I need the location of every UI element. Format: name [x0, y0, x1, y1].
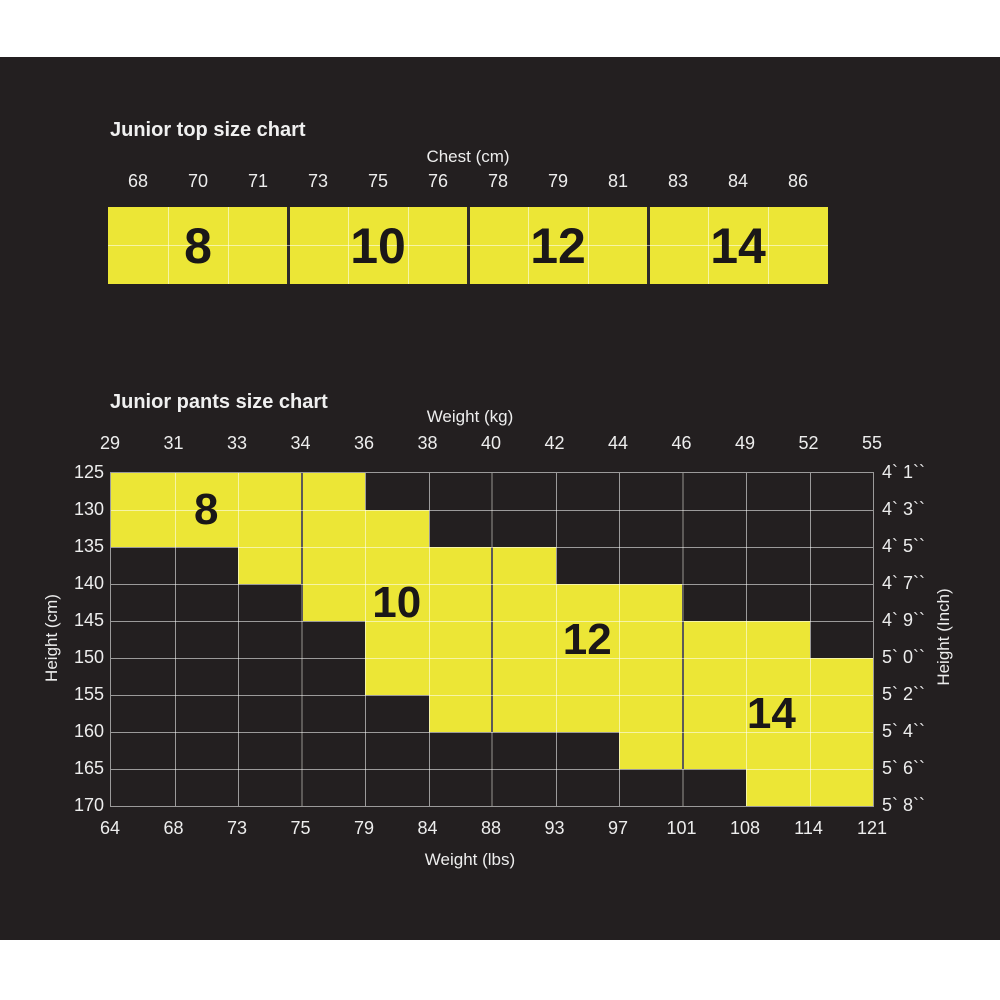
pants-size-number: 12 [527, 612, 647, 668]
height-cm-tick-label: 165 [58, 758, 104, 779]
grid-hline [111, 547, 873, 548]
height-cm-tick-column: 125130135140145150155160165170 [58, 472, 104, 805]
weight-lbs-tick-label: 114 [779, 818, 839, 839]
chest-tick-label: 86 [768, 171, 828, 192]
height-cm-tick-label: 155 [58, 684, 104, 705]
weight-lbs-tick-label: 101 [652, 818, 712, 839]
height-cm-tick-label: 140 [58, 573, 104, 594]
height-inch-tick-label: 4` 3`` [882, 499, 952, 520]
weight-kg-tick-label: 33 [207, 433, 267, 454]
weight-kg-tick-label: 34 [271, 433, 331, 454]
weight-kg-tick-label: 44 [588, 433, 648, 454]
weight-kg-tick-label: 52 [779, 433, 839, 454]
chest-tick-label: 73 [288, 171, 348, 192]
chest-tick-label: 76 [408, 171, 468, 192]
height-inch-tick-label: 5` 4`` [882, 721, 952, 742]
height-cm-tick-label: 135 [58, 536, 104, 557]
weight-kg-tick-label: 36 [334, 433, 394, 454]
weight-kg-tick-row: 29313334363840424446495255 [110, 433, 872, 455]
size-group-divider [301, 473, 303, 806]
height-inch-tick-label: 4` 5`` [882, 536, 952, 557]
chest-tick-row: 687071737576787981838486 [108, 171, 828, 193]
weight-kg-tick-label: 31 [144, 433, 204, 454]
weight-kg-tick-label: 46 [652, 433, 712, 454]
top-size-number: 14 [708, 207, 768, 284]
weight-lbs-tick-label: 84 [398, 818, 458, 839]
weight-kg-tick-label: 40 [461, 433, 521, 454]
weight-kg-tick-label: 49 [715, 433, 775, 454]
pants-size-number: 8 [146, 482, 266, 538]
size-group-divider [491, 473, 493, 806]
chest-tick-label: 79 [528, 171, 588, 192]
grid-hline [111, 621, 873, 622]
weight-lbs-tick-label: 79 [334, 818, 394, 839]
height-inch-tick-label: 5` 8`` [882, 795, 952, 816]
weight-kg-tick-label: 55 [842, 433, 902, 454]
grid-vline [810, 473, 811, 806]
height-cm-tick-label: 125 [58, 462, 104, 483]
size-chart-graphic: Junior top size chart Chest (cm) 6870717… [0, 0, 1000, 1000]
weight-lbs-tick-label: 97 [588, 818, 648, 839]
dark-panel: Junior top size chart Chest (cm) 6870717… [0, 57, 1000, 940]
height-cm-tick-label: 130 [58, 499, 104, 520]
chest-axis-label: Chest (cm) [108, 147, 828, 167]
size-group-divider [682, 473, 684, 806]
weight-kg-tick-label: 42 [525, 433, 585, 454]
weight-lbs-tick-label: 121 [842, 818, 902, 839]
weight-kg-tick-label: 29 [80, 433, 140, 454]
top-size-band: 8 10 12 14 [108, 207, 828, 284]
top-size-number: 10 [348, 207, 408, 284]
grid-hline [111, 769, 873, 770]
pants-size-number: 14 [711, 686, 831, 742]
weight-lbs-tick-label: 93 [525, 818, 585, 839]
chest-tick-label: 75 [348, 171, 408, 192]
chest-tick-label: 83 [648, 171, 708, 192]
weight-lbs-tick-label: 75 [271, 818, 331, 839]
grid-hline [111, 658, 873, 659]
grid-vline [365, 473, 366, 806]
height-cm-tick-label: 170 [58, 795, 104, 816]
height-inch-axis-label: Height (Inch) [934, 557, 954, 717]
height-cm-tick-label: 150 [58, 647, 104, 668]
chest-tick-label: 81 [588, 171, 648, 192]
top-size-number: 12 [528, 207, 588, 284]
weight-kg-tick-label: 38 [398, 433, 458, 454]
weight-kg-axis-label: Weight (kg) [110, 407, 830, 427]
weight-lbs-tick-label: 88 [461, 818, 521, 839]
weight-lbs-tick-label: 64 [80, 818, 140, 839]
height-cm-tick-label: 145 [58, 610, 104, 631]
top-size-number: 8 [168, 207, 228, 284]
pants-grid: 8 10 12 14 [110, 472, 874, 807]
chest-tick-label: 84 [708, 171, 768, 192]
grid-hline [111, 584, 873, 585]
height-cm-axis-label: Height (cm) [42, 558, 62, 718]
weight-lbs-tick-label: 73 [207, 818, 267, 839]
weight-lbs-tick-label: 68 [144, 818, 204, 839]
weight-lbs-tick-row: 646873757984889397101108114121 [110, 818, 872, 840]
chest-tick-label: 71 [228, 171, 288, 192]
weight-lbs-axis-label: Weight (lbs) [110, 850, 830, 870]
height-cm-tick-label: 160 [58, 721, 104, 742]
height-inch-tick-label: 5` 6`` [882, 758, 952, 779]
chest-tick-label: 78 [468, 171, 528, 192]
chest-tick-label: 68 [108, 171, 168, 192]
pants-size-number: 10 [337, 575, 457, 631]
grid-vline [746, 473, 747, 806]
chest-tick-label: 70 [168, 171, 228, 192]
top-chart-title: Junior top size chart [110, 119, 306, 142]
grid-vline [429, 473, 430, 806]
weight-lbs-tick-label: 108 [715, 818, 775, 839]
height-inch-tick-label: 4` 1`` [882, 462, 952, 483]
